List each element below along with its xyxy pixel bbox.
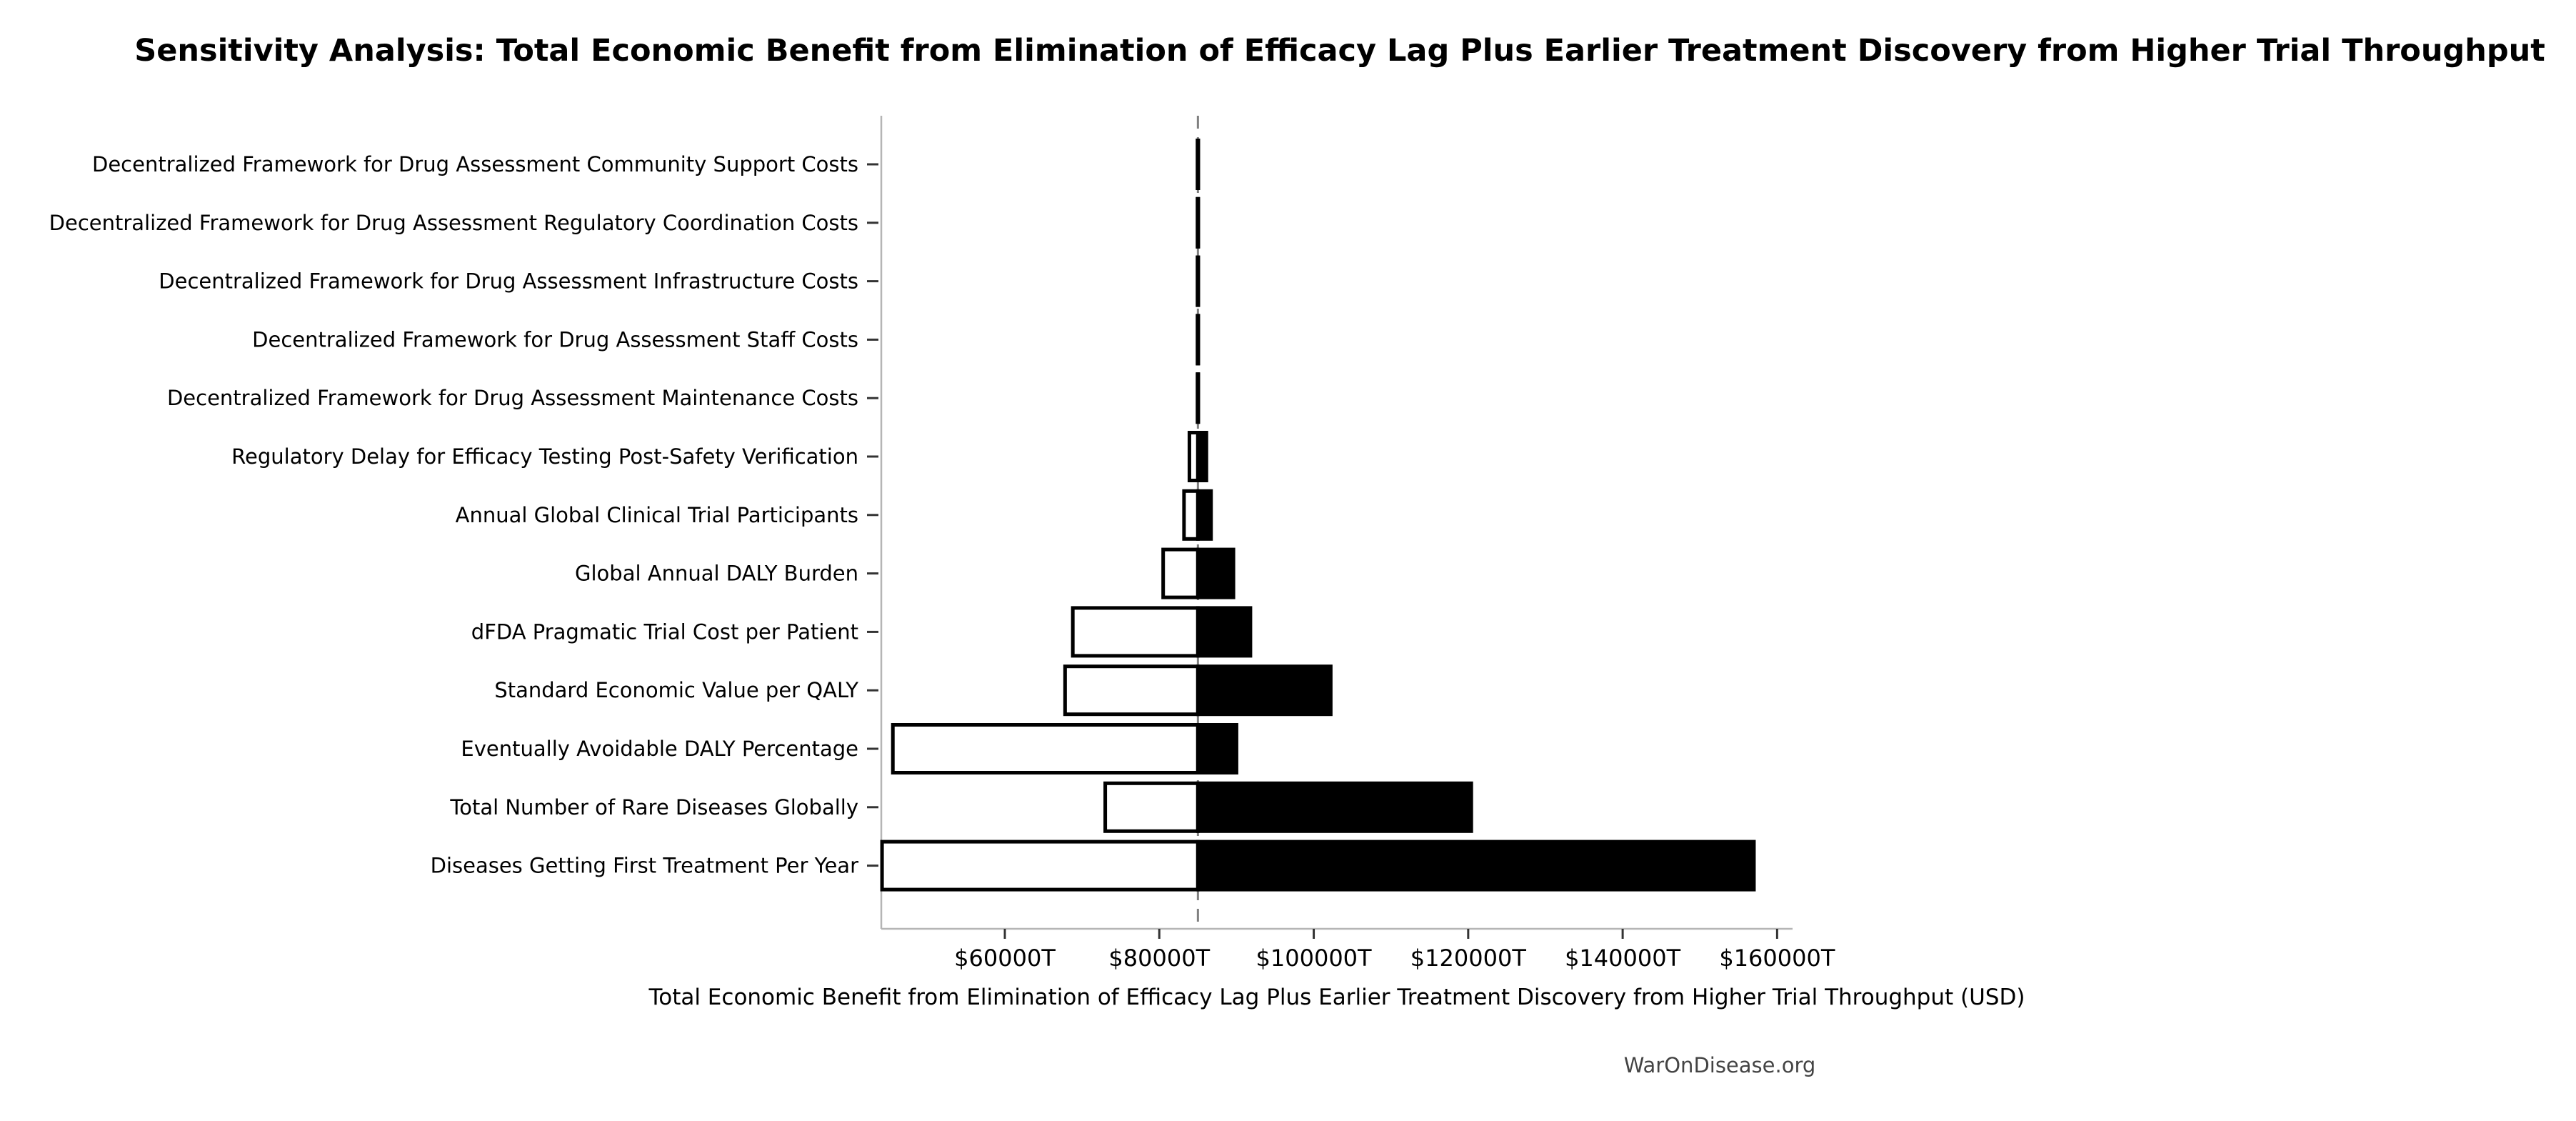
- tornado-bar-high: [1196, 723, 1238, 774]
- tornado-bar-high: [1196, 489, 1213, 541]
- y-axis-label: Total Number of Rare Diseases Globally: [449, 795, 858, 819]
- tornado-bar-low: [1182, 489, 1200, 541]
- tornado-bar-high: [1196, 839, 1756, 892]
- tornado-bar-high: [1196, 431, 1208, 482]
- y-axis-label: Decentralized Framework for Drug Assessm…: [49, 211, 858, 235]
- chart-title: Sensitivity Analysis: Total Economic Ben…: [134, 33, 2545, 69]
- y-axis-label: Decentralized Framework for Drug Assessm…: [167, 386, 858, 410]
- tornado-bar-low: [880, 839, 1200, 892]
- tornado-bar-high: [1196, 606, 1253, 658]
- y-axis-label: Eventually Avoidable DALY Percentage: [461, 737, 858, 761]
- x-axis-tick-label: $140000T: [1565, 945, 1681, 972]
- y-axis-label: Standard Economic Value per QALY: [494, 678, 858, 702]
- watermark-text: WarOnDisease.org: [1623, 1053, 1816, 1077]
- tornado-bar-low: [891, 723, 1200, 774]
- tornado-bar-high: [1196, 547, 1236, 599]
- x-axis-tick-label: $60000T: [954, 945, 1056, 972]
- x-axis-tick-label: $120000T: [1410, 945, 1527, 972]
- y-axis-label: Annual Global Clinical Trial Participant…: [456, 503, 858, 527]
- y-axis-label: Global Annual DALY Burden: [575, 562, 858, 586]
- tornado-bar-low: [1161, 547, 1200, 599]
- x-axis-tick-label: $160000T: [1719, 945, 1835, 972]
- x-axis-tick-label: $100000T: [1256, 945, 1373, 972]
- tornado-bar-low: [1071, 606, 1200, 658]
- tornado-bar-low: [1063, 664, 1200, 717]
- y-axis-label: Diseases Getting First Treatment Per Yea…: [431, 854, 858, 878]
- y-axis-label: Decentralized Framework for Drug Assessm…: [252, 327, 858, 352]
- tornado-bar-high: [1196, 664, 1333, 717]
- y-axis-label: Decentralized Framework for Drug Assessm…: [92, 152, 858, 176]
- tornado-bar-high: [1196, 781, 1473, 833]
- y-axis-label: Decentralized Framework for Drug Assessm…: [159, 269, 858, 294]
- y-axis-label: dFDA Pragmatic Trial Cost per Patient: [471, 619, 858, 644]
- x-axis-tick-label: $80000T: [1108, 945, 1210, 972]
- y-axis-label: Regulatory Delay for Efficacy Testing Po…: [231, 444, 858, 469]
- tornado-bar-low: [1103, 781, 1200, 833]
- x-axis-title: Total Economic Benefit from Elimination …: [648, 985, 2025, 1010]
